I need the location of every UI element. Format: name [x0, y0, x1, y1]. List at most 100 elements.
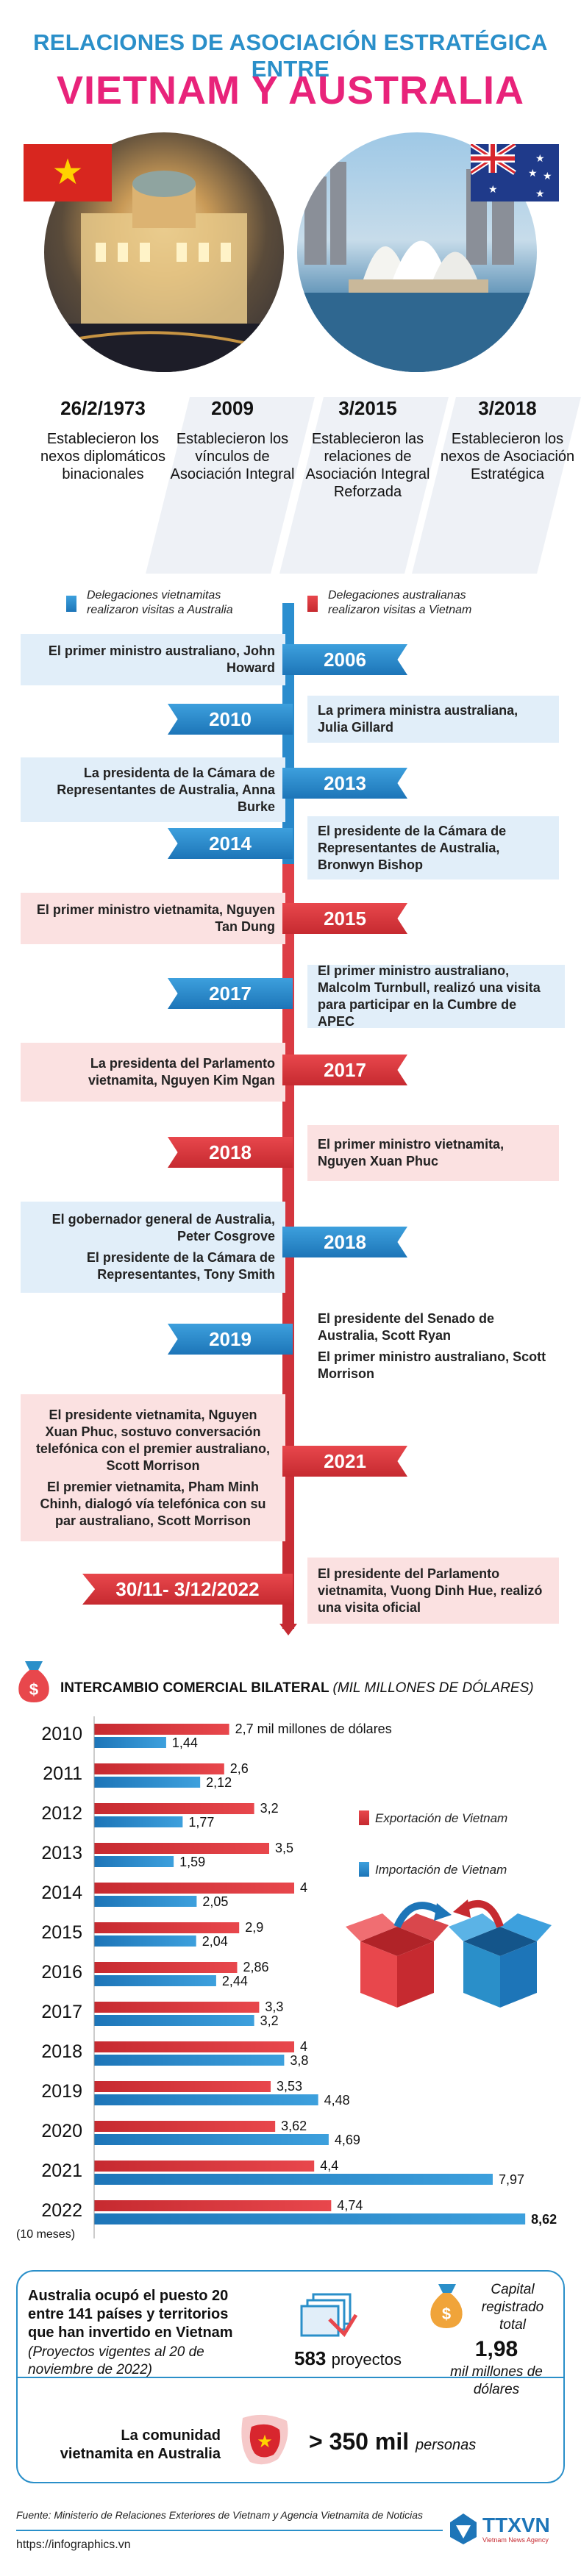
milestone-date: 2009 [211, 397, 254, 419]
year-2022-note: (10 meses) [16, 2228, 76, 2241]
event-2019-text-2: El primer ministro australiano, Scott Mo… [318, 1349, 546, 1381]
legend-vn-swatch [66, 596, 76, 612]
milestone-2009: 2009 Establecieron los vínculos de Asoci… [159, 397, 306, 483]
event-2006-text: El primer ministro australiano, John How… [48, 643, 275, 675]
trade-title-unit: (MIL MILLONES DE DÓLARES) [332, 1680, 534, 1696]
legend-au-text: Delegaciones australianas realizaron vis… [328, 589, 472, 616]
export-value-label: 4,74 [337, 2198, 363, 2213]
red-box-icon [346, 1913, 449, 2008]
footer-source: Fuente: Ministerio de Relaciones Exterio… [16, 2509, 424, 2521]
investment-note-text: (Proyectos vigentes al 20 de noviembre d… [28, 2344, 204, 2377]
export-value-label: 4,4 [320, 2158, 338, 2173]
event-2021-text-1: El presidente vietnamita, Nguyen Xuan Ph… [35, 1407, 271, 1473]
year-label: 2022 [41, 2200, 82, 2221]
year-badge-2006: 2006 [282, 644, 407, 675]
export-bar [94, 1843, 269, 1854]
legend-au-swatch [307, 596, 318, 612]
capital-unit: mil millones de dólares [450, 2364, 543, 2397]
legend-import-swatch [359, 1862, 369, 1877]
event-2018-a-box: El primer ministro vietnamita, Nguyen Xu… [307, 1125, 559, 1181]
milestone-2018: 3/2018 Establecieron los nexos de Asocia… [434, 397, 581, 483]
year-label: 2014 [41, 1883, 82, 1903]
community-number: > 350 mil [309, 2428, 410, 2455]
export-value-label: 2,86 [243, 1960, 268, 1974]
export-value-label: 2,9 [245, 1920, 263, 1935]
event-2022-box: El presidente del Parlamento vietnamita,… [307, 1558, 559, 1624]
investment-rank-text: Australia ocupó el puesto 20 entre 141 p… [28, 2288, 233, 2341]
year-label: 2021 [41, 2161, 82, 2181]
milestone-text: Establecieron los vínculos de Asociación… [170, 431, 295, 482]
event-2018-a-text: El primer ministro vietnamita, Nguyen Xu… [318, 1137, 505, 1169]
year-badge-2010: 2010 [168, 704, 293, 735]
projects-label: proyectos [331, 2350, 402, 2369]
export-bar [94, 2161, 315, 2172]
event-2010-box: La primera ministra australiana, Julia G… [307, 696, 559, 743]
import-bar [94, 1935, 196, 1947]
panel-divider [16, 2377, 565, 2378]
year-label: 2010 [41, 1724, 82, 1744]
event-2018-b-box: El gobernador general de Australia, Pete… [21, 1202, 285, 1293]
import-value-label: 1,59 [179, 1855, 205, 1869]
year-badge-2021: 2021 [282, 1446, 407, 1477]
milestone-date: 3/2015 [338, 397, 397, 419]
event-2013-box: La presidenta de la Cámara de Representa… [21, 757, 285, 822]
trade-title-text: INTERCAMBIO COMERCIAL BILATERAL [60, 1680, 329, 1696]
australia-flag-icon: ★ ★ ★ ★ ★ [471, 144, 559, 201]
export-value-label: 3,5 [275, 1841, 293, 1855]
import-bar [94, 2015, 254, 2026]
export-bar [94, 1922, 240, 1933]
export-bar [94, 2041, 294, 2052]
export-value-label: 2,6 [230, 1761, 249, 1776]
export-bar [94, 1883, 294, 1894]
event-2015-box: El primer ministro vietnamita, Nguyen Ta… [21, 893, 285, 944]
title-line1: RELACIONES DE ASOCIACIÓN ESTRATÉGICA ENT… [33, 29, 548, 82]
year-label: 2015 [41, 1922, 82, 1943]
event-2017-a-text: El primer ministro australiano, Malcolm … [318, 963, 541, 1029]
event-2013-text: La presidenta de la Cámara de Representa… [57, 765, 275, 814]
milestone-2015: 3/2015 Establecieron las relaciones de A… [294, 397, 441, 501]
year-label: 2012 [41, 1803, 82, 1824]
event-2017-b-box: La presidenta del Parlamento vietnamita,… [21, 1043, 285, 1102]
event-2006-box: El primer ministro australiano, John How… [21, 634, 285, 685]
svg-text:★: ★ [535, 188, 545, 200]
event-2018-b-text-1: El gobernador general de Australia, Pete… [51, 1212, 275, 1244]
import-value-label: 1,77 [188, 1815, 214, 1830]
import-bar [94, 2174, 493, 2185]
event-2010-text: La primera ministra australiana, Julia G… [318, 703, 518, 735]
svg-text:★: ★ [543, 171, 552, 182]
event-2017-b-text: La presidenta del Parlamento vietnamita,… [88, 1056, 275, 1088]
import-value-label: 2,12 [206, 1775, 232, 1790]
year-label: 2013 [41, 1843, 82, 1863]
year-badge-2022: 30/11- 3/12/2022 [82, 1574, 293, 1605]
ttxvn-logo-sub: Vietnam News Agency [482, 2536, 549, 2544]
import-value-label: 3,2 [260, 2013, 279, 2028]
community-label: La comunidad vietnamita en Australia [60, 2427, 221, 2462]
legend-import-text: Importación de Vietnam [375, 1863, 507, 1877]
event-2018-b-text-2: El presidente de la Cámara de Representa… [86, 1250, 275, 1282]
import-bar [94, 1975, 216, 1986]
trade-title: INTERCAMBIO COMERCIAL BILATERAL (MIL MIL… [60, 1680, 534, 1696]
export-value-label: 2,7 mil millones de dólares [235, 1722, 392, 1736]
event-2017-a-box: El primer ministro australiano, Malcolm … [307, 963, 565, 1029]
import-bar [94, 2134, 329, 2145]
import-value-label: 2,04 [202, 1934, 228, 1949]
export-value-label: 3,2 [260, 1801, 279, 1816]
ttxvn-logo: TTXVN Vietnam News Agency [449, 2503, 566, 2555]
vietnam-map-flag-icon: ★ [235, 2411, 294, 2469]
year-badge-2015: 2015 [282, 903, 407, 934]
timeline-arrow-head [279, 1624, 297, 1635]
export-bar [94, 1962, 238, 1973]
money-bag-icon: $ [15, 1658, 53, 1704]
event-2014-box: El presidente de la Cámara de Representa… [307, 816, 559, 880]
import-bar [94, 2055, 285, 2066]
milestone-1973: 26/2/1973 Establecieron los nexos diplom… [29, 397, 177, 483]
export-value-label: 3,62 [281, 2119, 307, 2133]
trade-bar-chart: 2010 2,7 mil millones de dólares 1,44 2011 2… [41, 1716, 557, 2238]
year-badge-2018-a: 2018 [168, 1137, 293, 1168]
capital-bag-icon: $ [427, 2281, 466, 2330]
year-label: 2019 [41, 2081, 82, 2102]
milestone-text: Establecieron los nexos de Asociación Es… [440, 431, 575, 482]
export-bar [94, 1763, 224, 1774]
footer-line [16, 2530, 443, 2531]
footer-url: https://infographics.vn [16, 2538, 131, 2551]
